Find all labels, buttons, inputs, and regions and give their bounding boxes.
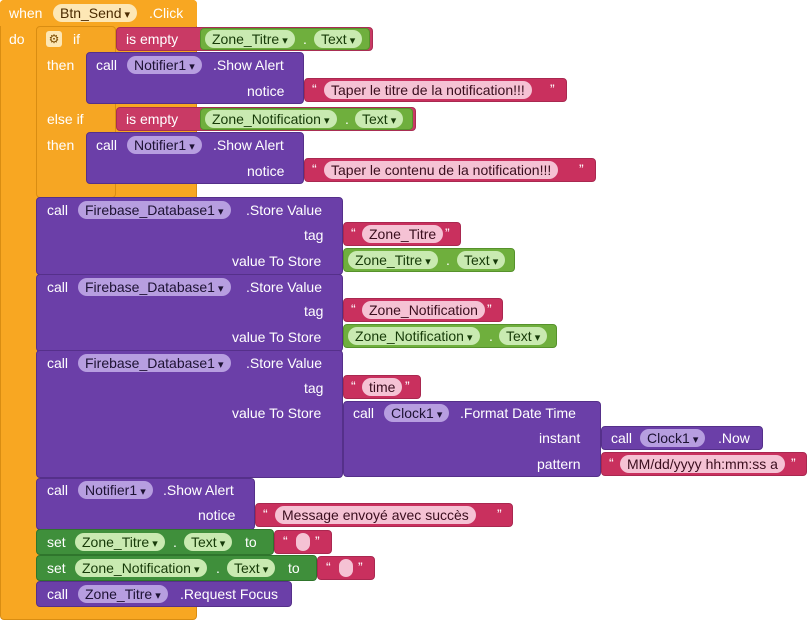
component-dropdown-notifier1-c[interactable]: Notifier1 xyxy=(78,481,153,499)
dot-6: . xyxy=(216,560,220,576)
call-label-store3: call xyxy=(47,355,69,371)
pattern-label: pattern xyxy=(537,456,581,472)
component-dropdown-firebase-3[interactable]: Firebase_Database1 xyxy=(78,354,231,372)
method-show-alert-1: .Show Alert xyxy=(213,57,284,73)
value-to-store-label-3: value To Store xyxy=(232,405,322,421)
close-quote-3: ” xyxy=(497,506,502,522)
component-dropdown-firebase-1[interactable]: Firebase_Database1 xyxy=(78,201,231,219)
tag-value-2[interactable]: Zone_Notification xyxy=(362,301,485,319)
text-value-1[interactable]: Taper le titre de la notification!!! xyxy=(324,81,532,99)
dot-2: . xyxy=(345,111,349,127)
else-if-label: else if xyxy=(47,111,84,127)
set-property-dropdown-2[interactable]: Text xyxy=(227,559,276,577)
notice-label-2: notice xyxy=(247,163,285,179)
method-show-alert-2: .Show Alert xyxy=(213,137,284,153)
to-label-2: to xyxy=(288,560,300,576)
then-label-2: then xyxy=(47,137,75,153)
call-label-store1: call xyxy=(47,202,69,218)
close-quote-2: ” xyxy=(579,161,584,177)
tag-value-3[interactable]: time xyxy=(362,378,403,396)
event-component-dropdown[interactable]: Btn_Send xyxy=(53,4,138,22)
empty-text-value-1[interactable] xyxy=(296,533,310,551)
close-quote-1: ” xyxy=(550,81,555,97)
then-label: then xyxy=(47,57,75,73)
open-quote-2: “ xyxy=(312,161,317,177)
method-format-date-time: .Format Date Time xyxy=(460,405,576,421)
empty-text-value-2[interactable] xyxy=(339,559,353,577)
dot-5: . xyxy=(173,534,177,550)
method-store-value-3: .Store Value xyxy=(246,355,323,371)
set-component-dropdown-1[interactable]: Zone_Titre xyxy=(75,533,165,551)
component-dropdown-zone-notification-2[interactable]: Zone_Notification xyxy=(348,327,480,345)
event-name: .Click xyxy=(149,5,184,21)
tag-value-1[interactable]: Zone_Titre xyxy=(362,225,444,243)
close-quote-empty2: ” xyxy=(358,559,363,575)
tag-label-1: tag xyxy=(304,227,324,243)
call-label-clock: call xyxy=(353,405,375,421)
method-store-value-1: .Store Value xyxy=(246,202,323,218)
notice-label-3: notice xyxy=(198,507,236,523)
call-label-store2: call xyxy=(47,279,69,295)
instant-label: instant xyxy=(539,430,581,446)
call-label-alert3: call xyxy=(47,482,69,498)
open-quote-tag1: “ xyxy=(351,225,356,241)
call-label-now: call xyxy=(611,430,633,446)
close-quote-tag1: ” xyxy=(445,225,450,241)
component-dropdown-zone-titre-2[interactable]: Zone_Titre xyxy=(348,251,438,269)
dot-1: . xyxy=(303,31,307,47)
when-label: when xyxy=(9,5,43,21)
close-quote-empty1: ” xyxy=(315,533,320,549)
dot-3: . xyxy=(446,252,450,268)
dot-4: . xyxy=(489,328,493,344)
component-dropdown-zone-notification-1[interactable]: Zone_Notification xyxy=(205,110,337,128)
property-dropdown-text-3[interactable]: Text xyxy=(457,251,506,269)
method-store-value-2: .Store Value xyxy=(246,279,323,295)
is-empty-label-2: is empty xyxy=(126,111,179,127)
component-dropdown-notifier1-a[interactable]: Notifier1 xyxy=(127,56,202,74)
text-value-3[interactable]: Message envoyé avec succès xyxy=(275,506,476,524)
set-component-dropdown-2[interactable]: Zone_Notification xyxy=(75,559,207,577)
set-property-dropdown-1[interactable]: Text xyxy=(184,533,233,551)
call-label-alert1: call xyxy=(96,57,118,73)
property-dropdown-text-4[interactable]: Text xyxy=(499,327,548,345)
if-label: if xyxy=(73,31,80,47)
open-quote-3: “ xyxy=(263,506,268,522)
notice-label-1: notice xyxy=(247,83,285,99)
tag-label-3: tag xyxy=(304,380,324,396)
pattern-value[interactable]: MM/dd/yyyy hh:mm:ss a xyxy=(620,455,785,473)
open-quote-empty2: “ xyxy=(326,559,331,575)
to-label-1: to xyxy=(245,534,257,550)
do-label: do xyxy=(9,31,25,47)
tag-label-2: tag xyxy=(304,303,324,319)
component-dropdown-focus[interactable]: Zone_Titre xyxy=(78,585,168,603)
open-quote-pattern: “ xyxy=(609,455,614,471)
close-quote-tag3: ” xyxy=(405,378,410,394)
component-dropdown-clock1-a[interactable]: Clock1 xyxy=(384,404,450,422)
notifier-show-alert-block-3[interactable] xyxy=(36,478,255,530)
component-dropdown-zone-titre-1[interactable]: Zone_Titre xyxy=(205,30,295,48)
open-quote-empty1: “ xyxy=(283,533,288,549)
open-quote-tag3: “ xyxy=(351,378,356,394)
set-label-2: set xyxy=(47,560,66,576)
open-quote-tag2: “ xyxy=(351,301,356,317)
set-label-1: set xyxy=(47,534,66,550)
is-empty-label-1: is empty xyxy=(126,31,179,47)
property-dropdown-text-1[interactable]: Text xyxy=(314,30,363,48)
close-quote-tag2: ” xyxy=(487,301,492,317)
close-quote-pattern: ” xyxy=(791,455,796,471)
open-quote-1: “ xyxy=(312,81,317,97)
text-value-2[interactable]: Taper le contenu de la notification!!! xyxy=(324,161,559,179)
mutator-gear-icon[interactable]: ⚙ xyxy=(46,31,62,47)
method-now: .Now xyxy=(718,430,750,446)
component-dropdown-firebase-2[interactable]: Firebase_Database1 xyxy=(78,278,231,296)
component-dropdown-clock1-b[interactable]: Clock1 xyxy=(640,429,706,447)
value-to-store-label-1: value To Store xyxy=(232,253,322,269)
call-label-focus: call xyxy=(47,586,69,602)
method-request-focus: .Request Focus xyxy=(180,586,279,602)
call-label-alert2: call xyxy=(96,137,118,153)
method-show-alert-3: .Show Alert xyxy=(163,482,234,498)
component-dropdown-notifier1-b[interactable]: Notifier1 xyxy=(127,136,202,154)
property-dropdown-text-2[interactable]: Text xyxy=(355,110,404,128)
value-to-store-label-2: value To Store xyxy=(232,329,322,345)
